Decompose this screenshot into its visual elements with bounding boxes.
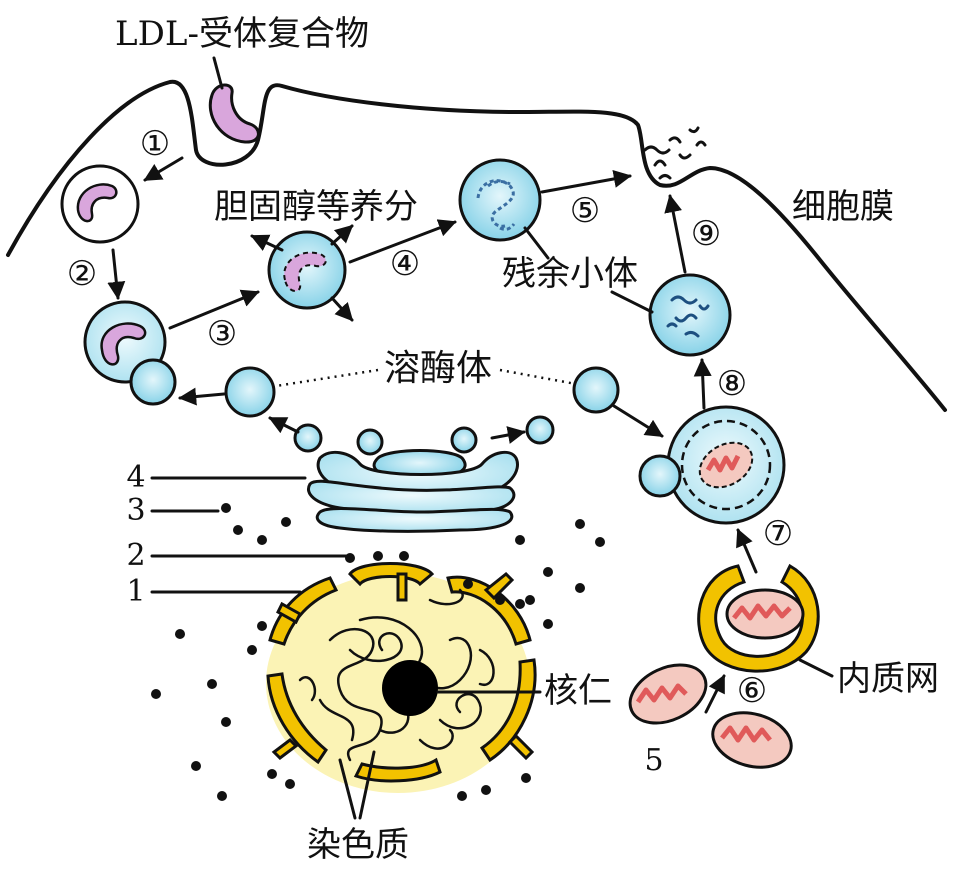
er-pointer	[798, 658, 834, 678]
fusion-vesicle	[83, 300, 177, 406]
label-3: 3	[126, 493, 145, 528]
golgi-apparatus	[307, 449, 519, 533]
exocytosis-debris	[643, 126, 707, 180]
step-4-label: ④	[390, 244, 420, 284]
er-wrap	[697, 563, 820, 673]
ldl-receptor-complex	[208, 83, 260, 144]
residual-body-right	[648, 273, 732, 357]
mitochondria	[628, 663, 793, 769]
step-5-label: ⑤	[570, 191, 600, 231]
nucleolus-label: 核仁	[544, 671, 612, 711]
chromatin-pointer-left	[338, 758, 357, 820]
residual-body	[458, 158, 542, 242]
residual-body-label: 残余小体	[502, 254, 638, 294]
primary-lysosomes	[224, 366, 620, 456]
digesting-lysosome	[267, 230, 347, 310]
step-3-label: ③	[207, 314, 237, 354]
chromatin-pointer-right	[358, 750, 376, 820]
label-4: 4	[126, 460, 145, 495]
step-2-label: ②	[67, 254, 97, 294]
lysosome-dotted-left	[275, 368, 379, 388]
nucleolus	[382, 660, 438, 716]
endocytic-vesicle	[60, 164, 140, 244]
autophagic-lysosome	[638, 405, 786, 525]
ldl-complex-label: LDL-受体复合物	[115, 14, 369, 54]
step-1-label: ①	[140, 124, 170, 164]
label-5: 5	[644, 743, 663, 778]
ldl-pointer	[212, 56, 224, 90]
cell-membrane	[6, 79, 947, 412]
nutrients-label: 胆固醇等养分	[214, 187, 418, 227]
label-1: 1	[126, 574, 145, 609]
step-8-label: ⑧	[717, 364, 747, 404]
free-ribosomes	[151, 503, 605, 801]
cell-membrane-label: 细胞膜	[792, 187, 894, 227]
label-2: 2	[126, 538, 145, 573]
chromatin-label: 染色质	[307, 825, 409, 865]
nucleus	[247, 551, 537, 801]
step-9-label: ⑨	[691, 214, 721, 254]
residual-pointer-2	[610, 290, 654, 314]
step-7-label: ⑦	[763, 514, 793, 554]
lysosome-label: 溶酶体	[384, 348, 492, 389]
er-label: 内质网	[837, 659, 939, 699]
residual-pointer	[523, 226, 550, 260]
step-6-label: ⑥	[737, 671, 767, 711]
lysosome-dotted-right	[499, 368, 577, 386]
